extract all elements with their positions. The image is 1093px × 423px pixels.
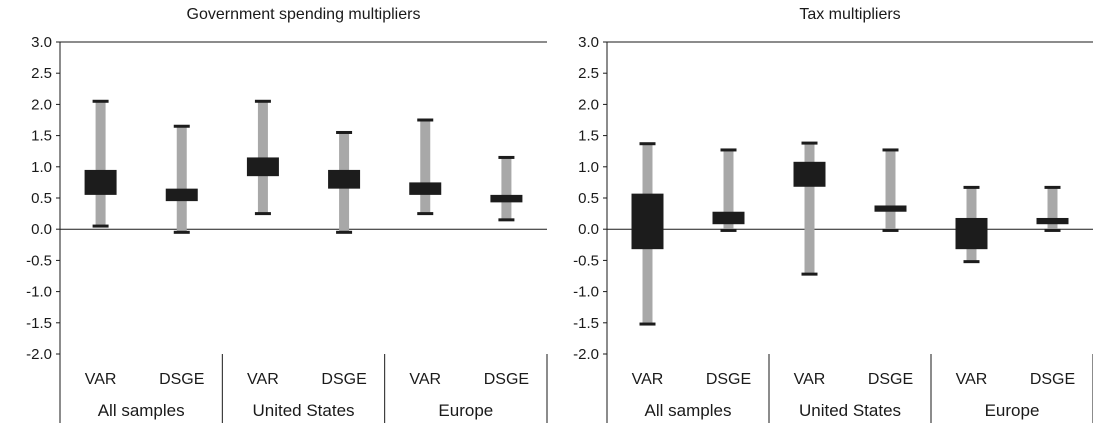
whisker-cap-low: [963, 260, 980, 264]
interquartile-box: [712, 211, 745, 225]
whisker-cap-high: [417, 118, 434, 122]
range-whisker: [420, 120, 431, 214]
whisker-cap-high: [801, 141, 818, 145]
plot: 3.0 2.5 2.0 1.5 1.0 0.5 0.0 -0.5 -1.0 -1.5 -2.0 VAR…: [573, 34, 1093, 423]
y-tick-label: -1.5: [26, 315, 52, 332]
y-tick-label: 1.5: [31, 128, 52, 145]
interquartile-box: [84, 169, 117, 195]
y-tick-label: 0.0: [578, 221, 599, 238]
interquartile-box: [246, 157, 279, 177]
group-label: All samples: [645, 401, 732, 420]
interquartile-box: [165, 188, 198, 202]
y-tick-label: 2.0: [578, 96, 599, 113]
y-tick-label: -1.5: [573, 315, 599, 332]
group-label: All samples: [98, 401, 185, 420]
y-tick-label: -2.0: [573, 346, 599, 363]
range-whisker: [501, 157, 512, 220]
category-label: VAR: [956, 371, 988, 388]
whisker-cap-low: [417, 212, 434, 216]
y-tick-label: 0.5: [578, 190, 599, 207]
whisker-cap-high: [254, 99, 271, 103]
interquartile-box: [490, 194, 523, 203]
tax-multipliers-chart: Tax multipliers 3.0 2.5 2.0 1.5 1.0 0.5 0.0 -0.…: [547, 0, 1093, 423]
interquartile-box: [1036, 217, 1069, 225]
interquartile-box: [631, 193, 664, 250]
category-label: VAR: [247, 371, 279, 388]
category-label: VAR: [632, 371, 664, 388]
whisker-cap-low: [1044, 228, 1061, 232]
range-whisker: [723, 149, 734, 231]
whisker-cap-low: [801, 272, 818, 276]
whisker-cap-high: [639, 142, 656, 146]
range-whisker: [885, 149, 896, 231]
y-tick-label: -0.5: [573, 252, 599, 269]
chart-title: Tax multipliers: [799, 6, 901, 23]
group-label: United States: [252, 401, 354, 420]
whisker-cap-low: [254, 212, 271, 216]
group-label: Europe: [985, 401, 1040, 420]
government-spending-chart: Government spending multipliers 3.0 2.5 2.…: [26, 6, 548, 423]
whisker-cap-high: [92, 99, 109, 103]
whisker-cap-high: [882, 148, 899, 152]
whisker-cap-low: [882, 228, 899, 232]
plot: 3.0 2.5 2.0 1.5 1.0 0.5 0.0 -0.5 -1.0 -1.5 -2.0 VAR…: [26, 34, 548, 423]
range-whisker: [1047, 187, 1058, 231]
whisker-cap-low: [498, 218, 515, 222]
y-tick-label: 1.0: [578, 159, 599, 176]
y-tick-label: -1.0: [26, 284, 52, 301]
range-whisker: [804, 143, 815, 275]
y-tick-label: 3.0: [31, 34, 52, 51]
whisker-cap-low: [173, 230, 190, 234]
category-label: DSGE: [159, 371, 204, 388]
interquartile-box: [328, 169, 361, 189]
whisker-cap-low: [92, 224, 109, 228]
whisker-cap-high: [173, 124, 190, 128]
group-label: Europe: [438, 401, 493, 420]
whisker-cap-low: [639, 322, 656, 326]
whisker-cap-high: [336, 130, 353, 134]
interquartile-box: [874, 205, 907, 212]
y-tick-label: 2.0: [31, 96, 52, 113]
y-tick-label: 3.0: [578, 34, 599, 51]
whisker-cap-high: [1044, 185, 1061, 189]
y-tick-label: 0.5: [31, 190, 52, 207]
y-tick-label: 2.5: [31, 65, 52, 82]
category-label: VAR: [85, 371, 117, 388]
category-label: DSGE: [706, 371, 751, 388]
interquartile-box: [409, 182, 442, 195]
whisker-cap-low: [336, 230, 353, 234]
category-label: VAR: [409, 371, 441, 388]
range-whisker: [176, 126, 187, 233]
interquartile-box: [793, 161, 826, 187]
category-label: DSGE: [484, 371, 529, 388]
interquartile-box: [955, 217, 988, 250]
y-tick-label: 1.5: [578, 128, 599, 145]
y-tick-label: -0.5: [26, 252, 52, 269]
y-tick-label: -1.0: [573, 284, 599, 301]
whisker-cap-high: [720, 148, 737, 152]
whisker-cap-high: [963, 185, 980, 189]
whisker-cap-low: [720, 228, 737, 232]
category-label: DSGE: [321, 371, 366, 388]
y-tick-label: -2.0: [26, 346, 52, 363]
whisker-cap-high: [498, 155, 515, 159]
category-label: VAR: [794, 371, 826, 388]
category-label: DSGE: [868, 371, 913, 388]
range-whisker: [95, 101, 106, 227]
y-tick-label: 1.0: [31, 159, 52, 176]
category-label: DSGE: [1030, 371, 1075, 388]
y-tick-label: 2.5: [578, 65, 599, 82]
chart-title: Government spending multipliers: [186, 6, 421, 23]
group-label: United States: [799, 401, 901, 420]
y-tick-label: 0.0: [31, 221, 52, 238]
